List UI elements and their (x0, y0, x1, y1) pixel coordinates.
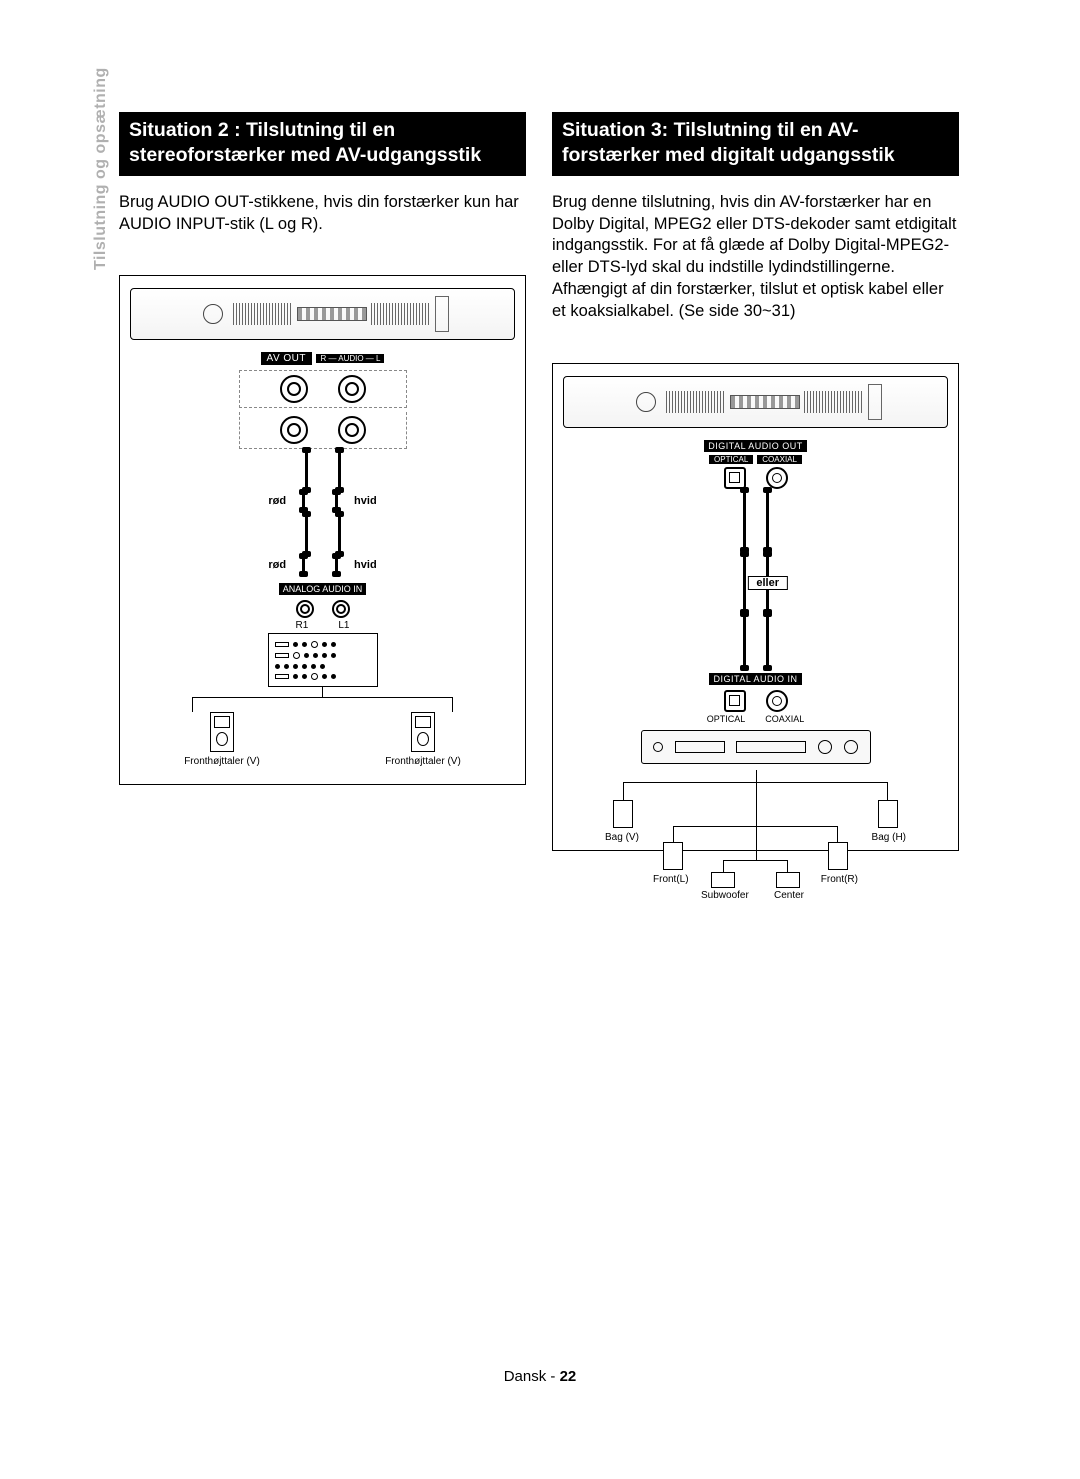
dvd-recorder-rear-icon (563, 376, 948, 428)
digital-in-jacks (681, 690, 831, 712)
situation-3-body: Brug denne tilslutning, hvis din AV-fors… (552, 192, 959, 323)
digital-in-panel: DIGITAL AUDIO IN OPTICAL COAXIAL (681, 669, 831, 724)
optical-jack-icon (724, 467, 746, 489)
subwoofer-icon (711, 872, 735, 888)
manual-page: Tilslutning og opsætning Situation 2 : T… (0, 0, 1080, 1479)
cable-icon (335, 493, 338, 509)
cable-icon (743, 551, 746, 613)
cable-icon (305, 451, 308, 489)
rca-jack-icon (332, 600, 350, 618)
page-footer: Dansk - 22 (0, 1368, 1080, 1385)
analog-in-label: ANALOG AUDIO IN (279, 583, 367, 595)
right-column: Situation 3: Tilslutning til en AV-forst… (552, 112, 959, 851)
coaxial-label: COAXIAL (757, 455, 802, 464)
digital-in-sublabels: OPTICAL COAXIAL (681, 714, 831, 724)
footer-language: Dansk (504, 1368, 547, 1385)
situation-2-heading: Situation 2 : Tilslutning til en stereof… (119, 112, 526, 176)
front-speakers-row: Fronthøjttaler (V) Fronthøjttaler (V) (130, 712, 515, 767)
cable-icon (766, 491, 769, 553)
digital-cable-pair (563, 491, 948, 553)
speaker-label: Fronthøjttaler (V) (162, 756, 282, 767)
label-white: hvid (354, 559, 377, 571)
dvd-recorder-rear-icon (130, 288, 515, 340)
label-white: hvid (354, 495, 377, 507)
rca-jack-icon (280, 375, 308, 403)
speaker-icon (878, 800, 898, 828)
speaker-icon (613, 800, 633, 828)
cable-icon (338, 451, 341, 489)
section-side-tab: Tilslutning og opsætning (92, 67, 110, 270)
or-branch: eller (681, 551, 831, 613)
cable-color-labels: rød hvid (130, 557, 515, 573)
speaker-label: Front(R) (821, 874, 858, 885)
rca-output-row-2 (239, 412, 407, 449)
cable-icon (302, 557, 305, 573)
cable-icon (302, 493, 305, 509)
speaker-icon (828, 842, 848, 870)
analog-audio-in-panel: ANALOG AUDIO IN R1 L1 (268, 579, 378, 631)
rca-output-row-1 (239, 370, 407, 408)
situation-3-diagram: DIGITAL AUDIO OUT OPTICAL COAXIAL (552, 363, 959, 851)
speaker-label: Bag (V) (605, 832, 639, 843)
front-speaker-left: Fronthøjttaler (V) (162, 712, 282, 767)
digital-out-sublabels: OPTICAL COAXIAL (681, 455, 831, 464)
stereo-amplifier-icon (268, 633, 378, 687)
center-speaker-icon (776, 872, 800, 888)
footer-page-number: 22 (560, 1368, 577, 1385)
cable-icon (743, 613, 746, 667)
av-out-label: AV OUT (261, 352, 312, 365)
speaker-icon (210, 712, 234, 752)
rca-jack-icon (280, 416, 308, 444)
cable-icon (766, 613, 769, 667)
situation-2-diagram: AV OUT R — AUDIO — L (119, 275, 526, 785)
coaxial-jack-icon (766, 467, 788, 489)
optical-label: OPTICAL (707, 714, 746, 724)
speaker-icon (663, 842, 683, 870)
situation-2-body: Brug AUDIO OUT-stikkene, hvis din forstæ… (119, 192, 526, 236)
speaker-label: Fronthøjttaler (V) (363, 756, 483, 767)
left-column: Situation 2 : Tilslutning til en stereof… (119, 112, 526, 851)
digital-out-panel: DIGITAL AUDIO OUT OPTICAL COAXIAL (681, 436, 831, 489)
channel-labels: R1 L1 (268, 620, 378, 631)
digital-out-label: DIGITAL AUDIO OUT (704, 440, 807, 452)
situation-3-heading: Situation 3: Tilslutning til en AV-forst… (552, 112, 959, 176)
rca-jack-icon (296, 600, 314, 618)
speaker-label: Subwoofer (701, 890, 749, 901)
rca-jack-icon (338, 416, 366, 444)
speaker-label: Front(L) (653, 874, 689, 885)
speaker-icon (411, 712, 435, 752)
rca-cable-pair (130, 451, 515, 489)
av-out-panel: AV OUT R — AUDIO — L (239, 348, 407, 449)
cable-color-labels: rød hvid (130, 493, 515, 509)
channel-r: R1 (296, 620, 309, 631)
speaker-label: Bag (H) (872, 832, 906, 843)
two-column-layout: Situation 2 : Tilslutning til en stereof… (119, 112, 959, 851)
or-label: eller (747, 576, 788, 590)
cable-icon (305, 515, 308, 553)
optical-label: OPTICAL (709, 455, 753, 464)
surround-speaker-layout: Bag (V) Bag (H) Front(L) Front(R) (563, 770, 948, 900)
front-speaker-right: Fronthøjttaler (V) (363, 712, 483, 767)
digital-in-label: DIGITAL AUDIO IN (709, 673, 801, 685)
av-receiver-icon (641, 730, 871, 764)
speaker-label: Center (774, 890, 804, 901)
channel-l: L1 (338, 620, 349, 631)
rca-jack-icon (338, 375, 366, 403)
label-red: rød (268, 495, 286, 507)
analog-rca-jacks (268, 600, 378, 618)
digital-cable-pair (563, 613, 948, 667)
optical-jack-icon (724, 690, 746, 712)
coaxial-label: COAXIAL (765, 714, 804, 724)
footer-separator: - (546, 1368, 559, 1385)
cable-icon (743, 491, 746, 553)
rca-cable-pair (130, 515, 515, 553)
audio-lr-strip: R — AUDIO — L (316, 354, 384, 363)
cable-icon (335, 557, 338, 573)
label-red: rød (268, 559, 286, 571)
digital-out-jacks (681, 467, 831, 489)
coaxial-jack-icon (766, 690, 788, 712)
cable-icon (338, 515, 341, 553)
